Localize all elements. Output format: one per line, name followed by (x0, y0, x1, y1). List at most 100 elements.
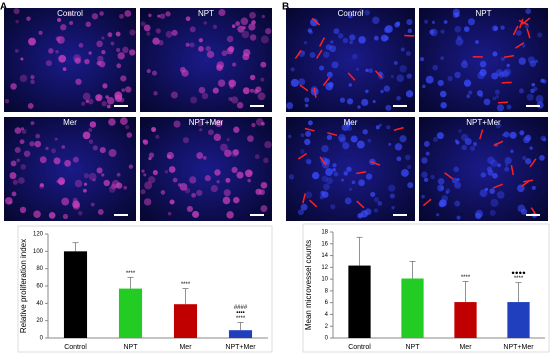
cell (423, 177, 429, 183)
cell (124, 10, 132, 17)
vessel (370, 160, 381, 166)
cell (168, 166, 176, 173)
cell (454, 200, 461, 207)
cell (300, 133, 305, 138)
micrograph (4, 117, 136, 221)
cell (487, 169, 494, 176)
cell (198, 45, 204, 52)
vessel (322, 77, 331, 86)
cell (494, 89, 500, 95)
cell (475, 40, 479, 44)
cell (333, 171, 339, 177)
cell (405, 90, 414, 98)
cell (394, 143, 403, 151)
cell (241, 30, 250, 39)
cell (140, 21, 146, 27)
cell (192, 210, 200, 218)
cell (148, 13, 152, 18)
y-tick-label: 16 (321, 241, 328, 247)
cell (464, 138, 472, 145)
cell (373, 196, 380, 203)
cell (201, 92, 209, 100)
vessel (518, 19, 529, 26)
cell (166, 151, 174, 160)
cell (524, 134, 532, 142)
cell (169, 199, 175, 205)
cell (346, 98, 354, 105)
cell (472, 141, 478, 147)
cell (342, 37, 349, 44)
cell (393, 61, 398, 65)
cell (151, 126, 157, 133)
cell (237, 25, 245, 33)
vessel (493, 183, 503, 189)
cell (320, 190, 325, 196)
cell (407, 182, 414, 189)
significance-label: **** (514, 276, 524, 282)
cell (12, 179, 19, 185)
cell (368, 68, 373, 74)
cell (339, 136, 347, 144)
cell (81, 101, 86, 106)
cell (30, 121, 35, 126)
cell (87, 98, 94, 105)
cell (260, 77, 265, 82)
cell (394, 22, 400, 28)
cell (142, 139, 149, 145)
cell (84, 58, 90, 65)
cell (539, 154, 545, 161)
cell (75, 58, 81, 64)
vessel (347, 72, 356, 81)
cell (106, 104, 111, 109)
image-label: NPT+Mer (189, 118, 224, 127)
cell (45, 146, 49, 151)
y-axis-label: Relative proliferation index (19, 239, 28, 333)
vessel (309, 199, 318, 208)
cell (21, 128, 27, 134)
cell (518, 88, 524, 94)
cell (78, 43, 84, 48)
cell (23, 150, 31, 157)
x-tick-label: NPT (406, 344, 421, 351)
cell (350, 135, 358, 143)
cell (98, 60, 106, 68)
cell (407, 28, 412, 33)
cell (155, 134, 160, 139)
cell (470, 145, 476, 152)
bar (228, 330, 253, 338)
cell (359, 8, 365, 14)
micrograph (4, 8, 136, 112)
cell (367, 138, 372, 143)
cell (487, 156, 495, 165)
cell (233, 196, 240, 204)
significance-label: **** (126, 271, 136, 277)
scale-bar (114, 105, 128, 107)
cell (146, 31, 151, 36)
cell (19, 206, 27, 214)
cell (445, 191, 449, 195)
cell (58, 54, 67, 63)
cell (290, 78, 299, 87)
cell (430, 174, 435, 180)
cell (510, 149, 514, 153)
significance-label: #### (234, 305, 248, 311)
cell (390, 74, 394, 78)
cell (422, 84, 426, 89)
cell (110, 41, 115, 46)
cell (152, 170, 158, 176)
cell (425, 151, 430, 156)
cell (344, 197, 352, 205)
cell (250, 88, 255, 93)
cell (326, 134, 333, 140)
cell (242, 87, 250, 95)
cell (67, 12, 72, 16)
cell (97, 209, 104, 215)
image-label: NPT (198, 9, 214, 18)
cell (92, 178, 96, 182)
cell (97, 55, 104, 63)
cell (456, 215, 461, 220)
x-tick-label: NPT+Mer (225, 344, 256, 351)
cell (114, 91, 123, 100)
cell (170, 91, 178, 99)
cell (103, 179, 110, 187)
